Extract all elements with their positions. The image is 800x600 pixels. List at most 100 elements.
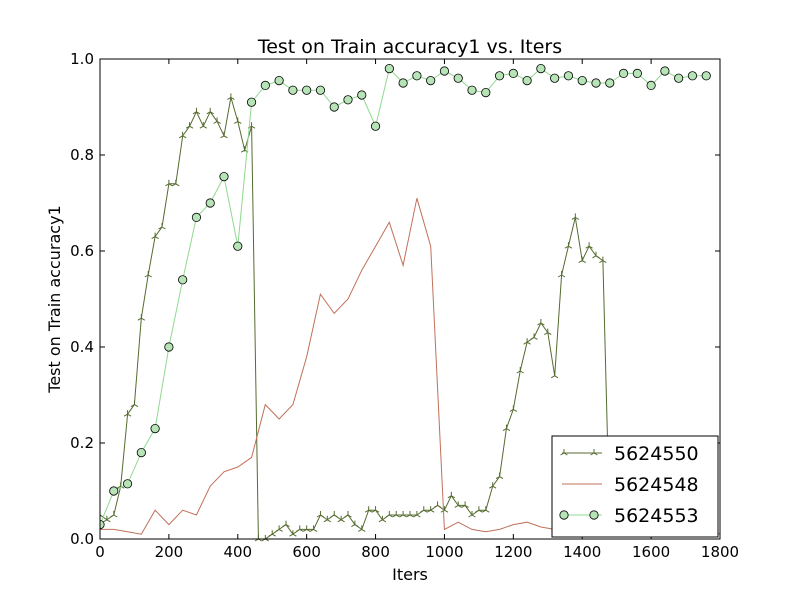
data-point [605, 78, 615, 88]
series-5624553 [100, 64, 711, 530]
data-point [660, 66, 670, 76]
chart-title: Test on Train accuracy1 vs. Iters [257, 36, 562, 58]
y-tick-label: 0.4 [70, 338, 94, 356]
x-tick-label: 200 [155, 543, 184, 561]
tri-marker [592, 251, 600, 259]
tri-marker [516, 367, 524, 374]
data-point [481, 88, 491, 98]
x-tick-label: 1200 [494, 543, 532, 561]
data-point [343, 95, 353, 105]
data-point [178, 275, 188, 285]
data-point [508, 68, 518, 79]
tri-marker [482, 506, 490, 513]
x-tick-label: 1600 [632, 543, 670, 561]
data-point [494, 71, 505, 81]
data-point [274, 76, 284, 86]
tri-marker [544, 328, 552, 336]
tri-marker [509, 405, 518, 412]
tri-marker [564, 242, 573, 249]
x-tick-label: 800 [361, 543, 390, 561]
tri-marker [158, 223, 166, 230]
tri-marker [557, 271, 566, 278]
tri-marker [378, 515, 387, 523]
data-point [302, 85, 312, 95]
tri-marker [351, 520, 359, 528]
data-point [315, 85, 326, 95]
tri-marker [454, 501, 462, 508]
tri-marker [537, 319, 545, 326]
data-point [687, 71, 698, 81]
series-layer [100, 64, 720, 542]
data-point [164, 342, 174, 352]
data-point [233, 241, 243, 251]
tri-marker [110, 511, 118, 518]
legend-label: 5624548 [614, 474, 699, 496]
tri-marker [137, 314, 146, 321]
tri-marker [185, 122, 194, 129]
tri-marker [364, 506, 373, 513]
x-tick-label: 400 [223, 543, 252, 561]
data-point [522, 76, 532, 86]
tri-marker [344, 511, 352, 518]
tri-marker [144, 271, 152, 278]
tri-marker [433, 501, 442, 508]
y-tick-label: 0.8 [70, 146, 94, 164]
tri-marker [550, 371, 559, 379]
tri-marker [475, 506, 483, 513]
tri-marker [116, 482, 125, 489]
plot-frame [99, 58, 721, 540]
tri-marker [337, 515, 345, 523]
tri-marker [420, 506, 428, 513]
tri-marker [240, 146, 249, 153]
data-point [453, 73, 463, 83]
legend-marker [559, 510, 569, 520]
data-point [439, 66, 450, 76]
tri-marker [227, 93, 235, 100]
data-point [632, 68, 642, 79]
tri-marker [468, 511, 476, 518]
y-axis-label: Test on Train accuracy1 [45, 205, 64, 393]
y-tick-label: 1.0 [70, 50, 94, 68]
tri-marker [530, 333, 538, 340]
legend: 5624550 5624548 5624553 [551, 435, 719, 538]
data-point [205, 198, 215, 208]
tri-marker [461, 501, 469, 508]
data-point [136, 447, 146, 458]
x-tick-label: 1800 [701, 543, 739, 561]
tri-marker [220, 131, 228, 139]
legend-marker [589, 510, 599, 520]
data-point [550, 73, 560, 83]
x-tick-label: 600 [292, 543, 321, 561]
tri-marker [213, 117, 221, 124]
tri-marker [316, 511, 325, 518]
tri-marker [296, 525, 304, 532]
tri-marker [447, 491, 456, 499]
data-point [674, 73, 684, 83]
tri-marker [560, 449, 568, 456]
data-point [357, 90, 367, 100]
tri-marker [289, 530, 297, 537]
tri-marker [309, 525, 318, 532]
tri-marker [199, 122, 208, 129]
tri-marker [406, 511, 414, 518]
data-point [122, 479, 133, 489]
data-point [370, 121, 381, 131]
data-point [577, 76, 587, 86]
tri-marker [206, 107, 214, 115]
data-point [467, 85, 477, 95]
data-point [563, 71, 574, 81]
tri-marker [268, 530, 276, 537]
y-tick-label: 0.2 [70, 434, 94, 452]
tri-marker [103, 515, 111, 523]
legend-label: 5624550 [614, 443, 699, 465]
data-point [398, 78, 408, 88]
axis-ticks: 0 200 400 600 800 1000 1200 1400 1600 1800 0.0 0.2 0… [70, 50, 739, 561]
data-point [591, 78, 601, 88]
tri-marker [330, 511, 338, 518]
tri-marker [192, 107, 201, 115]
tri-marker [585, 242, 593, 249]
tri-marker [426, 506, 435, 513]
x-tick-label: 1400 [563, 543, 601, 561]
data-point [646, 80, 656, 91]
data-point [109, 486, 119, 496]
